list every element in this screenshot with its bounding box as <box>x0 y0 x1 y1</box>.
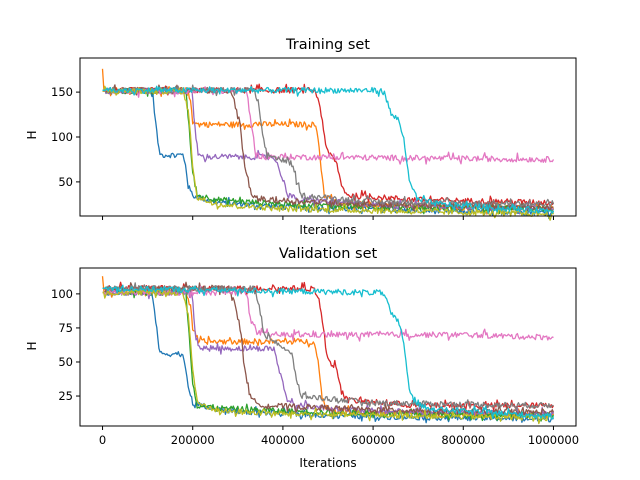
training-series-8-line <box>102 84 555 209</box>
validation-title: Validation set <box>279 246 378 262</box>
validation-x-tick-label: 0 <box>99 433 106 447</box>
training-y-axis-label: H <box>25 130 39 139</box>
training-title: Training set <box>285 37 370 53</box>
training-series-6-line <box>102 84 554 213</box>
training-y-tick-label: 50 <box>58 175 73 189</box>
validation-x-tick-label: 1000000 <box>528 433 579 447</box>
validation-series-5-line <box>102 288 555 418</box>
validation-y-axis-label: H <box>25 341 39 350</box>
validation-x-tick-label: 600000 <box>351 433 395 447</box>
training-ticks: 50 100 150 <box>51 85 554 220</box>
validation-y-tick-label: 50 <box>58 355 73 369</box>
validation-x-axis-label: Iterations <box>299 456 356 470</box>
validation-series <box>101 276 555 425</box>
training-series-7-line <box>102 86 555 165</box>
training-subplot: Training set H Iterations 50 100 150 <box>25 37 577 237</box>
validation-y-tick-label: 75 <box>58 321 73 335</box>
training-series-9-line <box>102 85 555 221</box>
training-axes-frame <box>79 57 577 217</box>
validation-x-tick-label: 200000 <box>171 433 215 447</box>
validation-series-10-line <box>102 284 555 420</box>
training-series-4-line <box>102 83 555 208</box>
validation-subplot: Validation set H Iterations 0 200000 40000… <box>25 246 579 470</box>
validation-y-tick-label: 25 <box>58 389 73 403</box>
validation-series-8-line <box>102 282 554 412</box>
validation-x-tick-label: 800000 <box>441 433 485 447</box>
validation-series-4-line <box>102 281 555 412</box>
training-series-10-line <box>102 85 555 214</box>
training-x-axis-label: Iterations <box>299 223 356 237</box>
validation-axes-frame <box>79 267 577 427</box>
validation-y-tick-label: 100 <box>51 287 73 301</box>
training-series <box>101 68 555 221</box>
validation-series-6-line <box>102 281 555 419</box>
training-series-1-line <box>102 87 555 220</box>
validation-ticks: 0 200000 400000 600000 800000 1000000 25 50 75 10… <box>51 287 579 447</box>
training-y-tick-label: 100 <box>51 130 73 144</box>
training-y-tick-label: 150 <box>51 85 73 99</box>
validation-series-2-line <box>101 276 555 420</box>
validation-x-tick-label: 400000 <box>261 433 305 447</box>
